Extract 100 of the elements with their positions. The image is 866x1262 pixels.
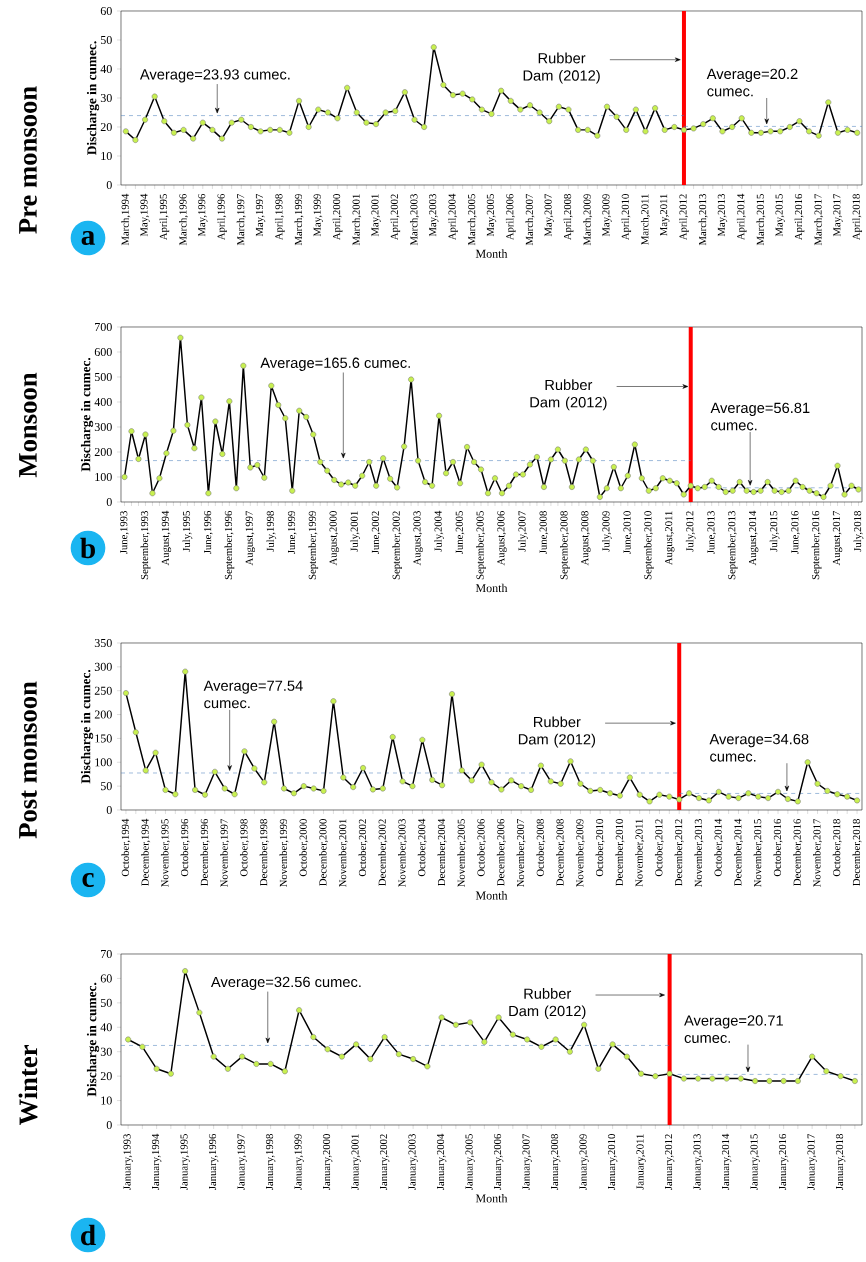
x-tick-label: March,2017: [814, 194, 824, 246]
y-tick-label: 0: [106, 180, 112, 190]
x-tick-label: November,1999: [279, 819, 289, 887]
x-tick-label: November,2015: [753, 819, 763, 887]
x-tick-label: October,2018: [832, 819, 842, 877]
x-tick-label: January,1994: [151, 1133, 162, 1190]
x-tick-label: October,2008: [536, 819, 546, 877]
y-tick-label: 250: [94, 686, 112, 695]
x-tick-label: January,2005: [465, 1134, 475, 1190]
x-tick-label: July,2004: [434, 510, 444, 552]
y-tick-label: 200: [94, 710, 112, 719]
x-tick-label: October,2000: [299, 819, 309, 877]
x-tick-label: September,1993: [140, 511, 151, 580]
x-tick-label: April,2002: [390, 194, 401, 241]
text: Post monsoon: [19, 681, 37, 839]
x-tick-label: December,2008: [556, 819, 566, 886]
x-tick-label: December,1996: [200, 819, 210, 886]
x-tick-label: November,2003: [398, 819, 408, 887]
x-tick-label: April,1998: [274, 194, 285, 241]
x-tick-label: July,1995: [182, 511, 193, 552]
x-axis-title: Month: [475, 1194, 508, 1203]
y-tick-label: 100: [95, 758, 112, 767]
x-tick-label: January,2003: [408, 1134, 418, 1190]
x-tick-label: April,2018: [852, 194, 863, 241]
x-tick-label: April,2004: [448, 193, 458, 241]
ref-line-label: Rubber Dam (2012): [518, 716, 596, 748]
x-tick-label: July,2009: [601, 511, 612, 552]
y-tick-label: 500: [94, 372, 112, 382]
x-tick-label: January,1995: [180, 1134, 190, 1190]
x-tick-label: January,2000: [322, 1134, 333, 1190]
x-tick-label: October,2006: [477, 819, 487, 877]
ref-line-label: Average=20.2 cumec.: [706, 68, 798, 97]
y-tick-label: 200: [94, 447, 112, 457]
y-axis-title: Discharge in cumec.: [80, 669, 94, 784]
x-tick-label: June,1999: [287, 511, 297, 555]
y-tick-label: 30: [100, 1047, 112, 1056]
x-tick-label: September,2008: [560, 511, 570, 580]
x-tick-label: January,2008: [550, 1134, 561, 1190]
x-tick-label: April,2012: [679, 194, 689, 241]
x-tick-label: June,1993: [120, 511, 129, 555]
x-tick-label: June,1996: [204, 511, 213, 555]
x-tick-label: January,2007: [522, 1134, 532, 1190]
y-tick-label: 600: [94, 347, 112, 357]
x-tick-label: September,2013: [727, 511, 738, 580]
x-tick-label: August,2006: [497, 511, 507, 566]
x-tick-label: October,2010: [595, 819, 605, 877]
y-tick-label: 50: [100, 782, 112, 791]
x-tick-label: December,2014: [733, 818, 744, 886]
x-tick-label: May,1999: [313, 194, 323, 237]
text: Winter: [18, 1045, 38, 1126]
x-tick-label: December,2016: [793, 819, 803, 886]
x-tick-label: December,2006: [496, 819, 506, 886]
x-tick-label: April,2008: [563, 194, 574, 241]
x-tick-label: December,2004: [437, 818, 447, 886]
x-tick-label: May,2001: [371, 194, 381, 237]
x-tick-label: June,2016: [791, 511, 800, 555]
x-tick-label: March,2013: [698, 194, 708, 246]
x-tick-label: January,2002: [379, 1134, 390, 1190]
x-axis-title: Month: [475, 249, 508, 258]
y-tick-label: 30: [100, 93, 112, 103]
y-tick-label: 100: [95, 472, 112, 482]
x-tick-label: October,2004: [417, 818, 427, 877]
x-tick-label: May,2013: [717, 194, 728, 237]
x-tick-label: September,1999: [308, 511, 319, 580]
x-tick-label: March,1994: [121, 193, 131, 246]
x-tick-label: March,2011: [640, 194, 650, 245]
x-tick-label: December,2018: [852, 819, 862, 886]
x-tick-label: December,2002: [378, 819, 388, 886]
x-tick-label: April,2010: [621, 194, 632, 241]
x-tick-label: November,2017: [813, 819, 823, 887]
x-tick-label: November,1995: [160, 819, 170, 887]
y-tick-label: 60: [100, 6, 112, 16]
x-tick-label: May,2017: [833, 194, 843, 237]
x-tick-label: April,2016: [794, 194, 805, 241]
x-tick-label: June,2005: [455, 511, 465, 555]
x-tick-label: August,2011: [665, 511, 675, 566]
x-tick-label: January,2014: [721, 1133, 732, 1190]
x-tick-label: January,2004: [436, 1133, 447, 1190]
x-tick-label: August,2008: [581, 511, 591, 566]
x-tick-label: July,1998: [266, 511, 277, 552]
x-tick-label: June,2008: [539, 511, 549, 555]
x-axis-title: Month: [475, 891, 508, 900]
y-tick-label: 40: [100, 64, 112, 74]
x-tick-label: May,1997: [255, 194, 266, 237]
x-tick-label: March,2001: [352, 194, 362, 246]
y-tick-label: 150: [95, 734, 112, 743]
y-tick-label: 400: [94, 397, 112, 407]
x-tick-label: March,1999: [294, 194, 304, 246]
x-tick-label: December,1994: [141, 818, 151, 886]
x-tick-label: August,2014: [748, 510, 759, 566]
y-tick-label: 300: [94, 422, 112, 432]
y-tick-label: 0: [106, 1120, 112, 1130]
ref-line-label: Average=77.54 cumec.: [203, 680, 303, 709]
x-tick-label: January,2006: [493, 1134, 504, 1190]
y-axis-title: Discharge in cumec.: [80, 357, 94, 472]
x-tick-label: January,2009: [579, 1134, 589, 1190]
x-tick-label: July,2012: [685, 511, 696, 552]
x-tick-label: April,2000: [332, 194, 343, 241]
ref-line-label: Rubber Dam (2012): [530, 379, 607, 411]
x-tick-label: October,2014: [714, 818, 724, 877]
